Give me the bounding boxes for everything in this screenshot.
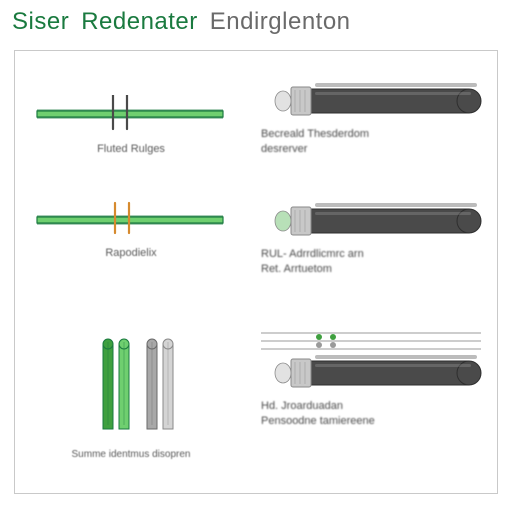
probes-caption: Summe identmus disopren [15, 449, 247, 460]
strip-diagram-1 [35, 95, 225, 131]
header-seg1: Siser [12, 8, 69, 36]
strip-2-caption: Rapodielix [15, 247, 247, 259]
column-right: Becreald Thesderdomdesrerver RUL- Adrrdl… [247, 51, 497, 493]
header-seg2: Redenater [81, 8, 198, 36]
page-header: Siser Redenater Endirglenton [0, 0, 512, 44]
cartridge-row-2: Hd. JroarduadanPensoodne tamiereene [255, 327, 485, 429]
cartridge-1-caption: RUL- Adrrdlicmrc arnRet. Arrtuetom [255, 247, 485, 277]
column-left: Fluted Rulges Rapodielix Summe identmus … [15, 51, 247, 493]
probes-diagram [79, 333, 189, 441]
diagram-frame: Fluted Rulges Rapodielix Summe identmus … [14, 50, 498, 494]
cartridge-2-caption: Hd. JroarduadanPensoodne tamiereene [255, 399, 485, 429]
strip-1-caption: Fluted Rulges [15, 143, 247, 155]
cartridge-row-1: RUL- Adrrdlicmrc arnRet. Arrtuetom [255, 195, 485, 277]
cartridge-0-caption: Becreald Thesderdomdesrerver [255, 127, 485, 157]
strip-diagram-2 [35, 201, 225, 237]
cartridge-row-0: Becreald Thesderdomdesrerver [255, 75, 485, 157]
header-seg3: Endirglenton [210, 8, 351, 36]
